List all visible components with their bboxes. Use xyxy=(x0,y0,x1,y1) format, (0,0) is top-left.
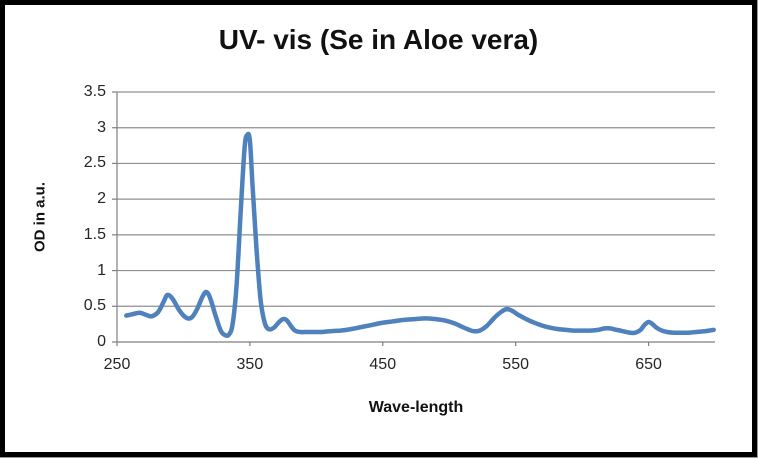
y-tick-label: 1 xyxy=(97,261,106,279)
x-tick-label: 450 xyxy=(369,356,397,373)
y-tick-label: 1.5 xyxy=(83,225,106,243)
x-axis-title: Wave-length xyxy=(368,399,464,416)
y-tick-label: 3 xyxy=(97,118,106,136)
x-tick-label: 250 xyxy=(103,356,131,373)
y-tick-label: 3.5 xyxy=(83,83,106,100)
spectrum-line xyxy=(124,131,716,339)
y-tick-label: 0.5 xyxy=(83,297,106,315)
x-tick-label: 550 xyxy=(502,356,529,373)
x-tick-label: 350 xyxy=(236,356,264,373)
y-tick-label: 0 xyxy=(97,333,106,350)
y-tick-label: 2 xyxy=(97,190,106,208)
y-tick-label: 2.5 xyxy=(83,154,106,172)
x-tick-label: 650 xyxy=(635,356,662,373)
chart-title: UV- vis (Se in Aloe vera) xyxy=(218,24,539,55)
